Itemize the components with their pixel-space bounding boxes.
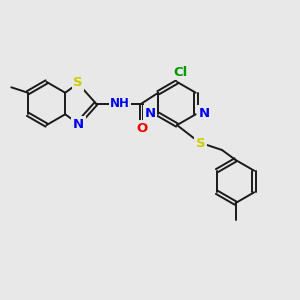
Text: N: N [199, 106, 210, 120]
Text: N: N [144, 106, 155, 120]
Text: N: N [73, 118, 84, 131]
Text: S: S [73, 76, 83, 89]
Text: S: S [196, 137, 206, 150]
Text: O: O [136, 122, 147, 135]
Text: NH: NH [110, 97, 130, 110]
Text: Cl: Cl [173, 66, 188, 79]
